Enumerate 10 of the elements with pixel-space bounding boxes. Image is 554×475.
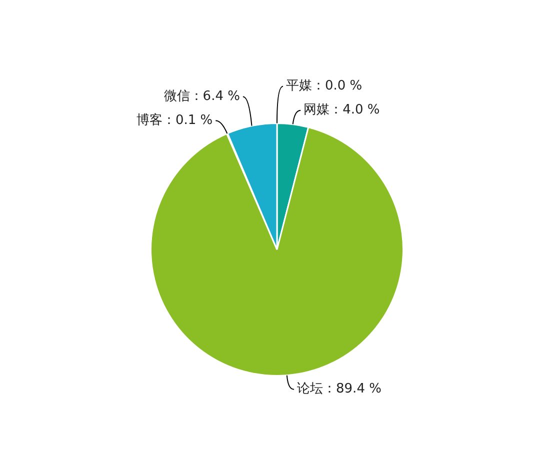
data-label: ：0.1 %: [162, 113, 213, 128]
slice-label: 微信: [164, 89, 190, 104]
data-label: ：4.0 %: [330, 102, 380, 118]
category-label: 平媒: [286, 78, 312, 94]
slice-label: 网媒: [304, 102, 330, 118]
data-label: ：89.4 %: [323, 382, 382, 397]
slice-label: 博客: [136, 112, 162, 128]
slice-label: 论坛: [297, 382, 324, 397]
text: ：0.0 %: [312, 78, 362, 94]
data-label: ：6.4 %: [190, 89, 240, 104]
